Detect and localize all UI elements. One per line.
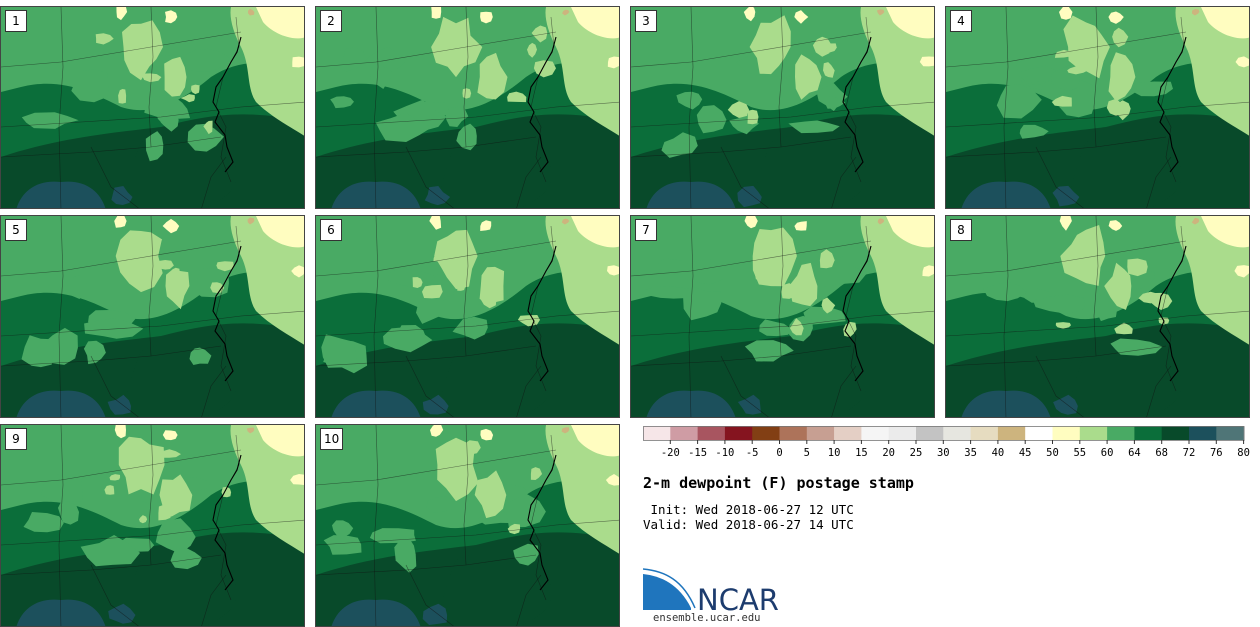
colorbar-swatch xyxy=(697,426,726,440)
map-panel-6: 6 xyxy=(315,215,620,418)
colorbar-tick-label: 72 xyxy=(1183,447,1196,459)
colorbar-tick-label: 68 xyxy=(1155,447,1168,459)
colorbar-tick-label: 25 xyxy=(910,447,923,459)
panel-number: 6 xyxy=(320,219,342,241)
dewpoint-map xyxy=(631,7,934,208)
colorbar-swatch xyxy=(724,426,753,440)
panel-number: 2 xyxy=(320,10,342,32)
colorbar-swatch xyxy=(1025,426,1053,440)
colorbar-swatch xyxy=(943,426,971,440)
colorbar-tick-label: 55 xyxy=(1073,447,1086,459)
colorbar-tick-label: 15 xyxy=(855,447,868,459)
colorbar-tick-label: 76 xyxy=(1210,447,1223,459)
panel-number: 5 xyxy=(5,219,27,241)
dewpoint-map xyxy=(316,216,619,417)
panel-number: 4 xyxy=(950,10,972,32)
panel-number: 1 xyxy=(5,10,27,32)
colorbar-swatch xyxy=(670,426,698,440)
dewpoint-map xyxy=(1,7,304,208)
colorbar-swatch xyxy=(970,426,999,440)
map-panel-3: 3 xyxy=(630,6,935,209)
map-panel-9: 9 xyxy=(0,424,305,627)
colorbar-tick-label: 64 xyxy=(1128,447,1141,459)
map-panel-8: 8 xyxy=(945,215,1250,418)
init-time: Init: Wed 2018-06-27 12 UTC xyxy=(643,502,854,517)
dewpoint-map xyxy=(631,216,934,417)
colorbar-swatch xyxy=(1189,426,1217,440)
colorbar-tick-label: -10 xyxy=(715,447,734,459)
colorbar-tick-label: -15 xyxy=(688,447,707,459)
colorbar-tick-label: -20 xyxy=(661,447,680,459)
colorbar-swatch xyxy=(1107,426,1135,440)
colorbar-tick-label: 50 xyxy=(1046,447,1059,459)
dewpoint-map xyxy=(946,216,1249,417)
colorbar-swatch xyxy=(643,426,671,440)
colorbar-swatch xyxy=(834,426,862,440)
colorbar-tick-label: 35 xyxy=(964,447,977,459)
colorbar-tick-label: 80 xyxy=(1237,447,1250,459)
colorbar-tick-label: 40 xyxy=(992,447,1005,459)
colorbar-tick-label: -5 xyxy=(746,447,759,459)
panel-number: 7 xyxy=(635,219,657,241)
panel-number: 10 xyxy=(320,428,344,450)
colorbar-tick-label: 45 xyxy=(1019,447,1032,459)
logo-url: ensemble.ucar.edu xyxy=(653,612,761,624)
colorbar-tick-label: 10 xyxy=(828,447,841,459)
colorbar-swatch xyxy=(1079,426,1108,440)
colorbar-swatch xyxy=(1216,426,1244,440)
dewpoint-map xyxy=(1,425,304,626)
colorbar-swatch xyxy=(752,426,780,440)
map-panel-5: 5 xyxy=(0,215,305,418)
colorbar-swatch xyxy=(1052,426,1081,440)
dewpoint-map xyxy=(316,7,619,208)
logo-wordmark: NCAR xyxy=(697,583,779,614)
colorbar: -20 -15 -10 -5 0 5 10 15 20 25 30 35 40 45 50 55 60 64 68 7… xyxy=(643,426,1250,459)
dewpoint-map xyxy=(316,425,619,626)
map-panel-1: 1 xyxy=(0,6,305,209)
map-panel-2: 2 xyxy=(315,6,620,209)
colorbar-tick-label: 20 xyxy=(882,447,895,459)
colorbar-swatch xyxy=(1161,426,1190,440)
colorbar-swatch xyxy=(779,426,808,440)
panel-number: 3 xyxy=(635,10,657,32)
colorbar-tick-label: 60 xyxy=(1101,447,1114,459)
colorbar-tick-label: 0 xyxy=(776,447,782,459)
ncar-logo: NCAR xyxy=(643,568,779,614)
colorbar-tick-label: 5 xyxy=(804,447,810,459)
colorbar-swatch xyxy=(997,426,1026,440)
colorbar-tick-label: 30 xyxy=(937,447,950,459)
dewpoint-map xyxy=(946,7,1249,208)
colorbar-swatch xyxy=(916,426,944,440)
map-panel-7: 7 xyxy=(630,215,935,418)
colorbar-swatch xyxy=(1134,426,1162,440)
panel-number: 9 xyxy=(5,428,27,450)
map-panel-4: 4 xyxy=(945,6,1250,209)
colorbar-swatch xyxy=(806,426,835,440)
panel-number: 8 xyxy=(950,219,972,241)
page-title: 2-m dewpoint (F) postage stamp xyxy=(643,474,914,492)
colorbar-swatch xyxy=(861,426,889,440)
dewpoint-map xyxy=(1,216,304,417)
colorbar-swatch xyxy=(888,426,917,440)
map-panel-10: 10 xyxy=(315,424,620,627)
valid-time: Valid: Wed 2018-06-27 14 UTC xyxy=(643,517,854,532)
